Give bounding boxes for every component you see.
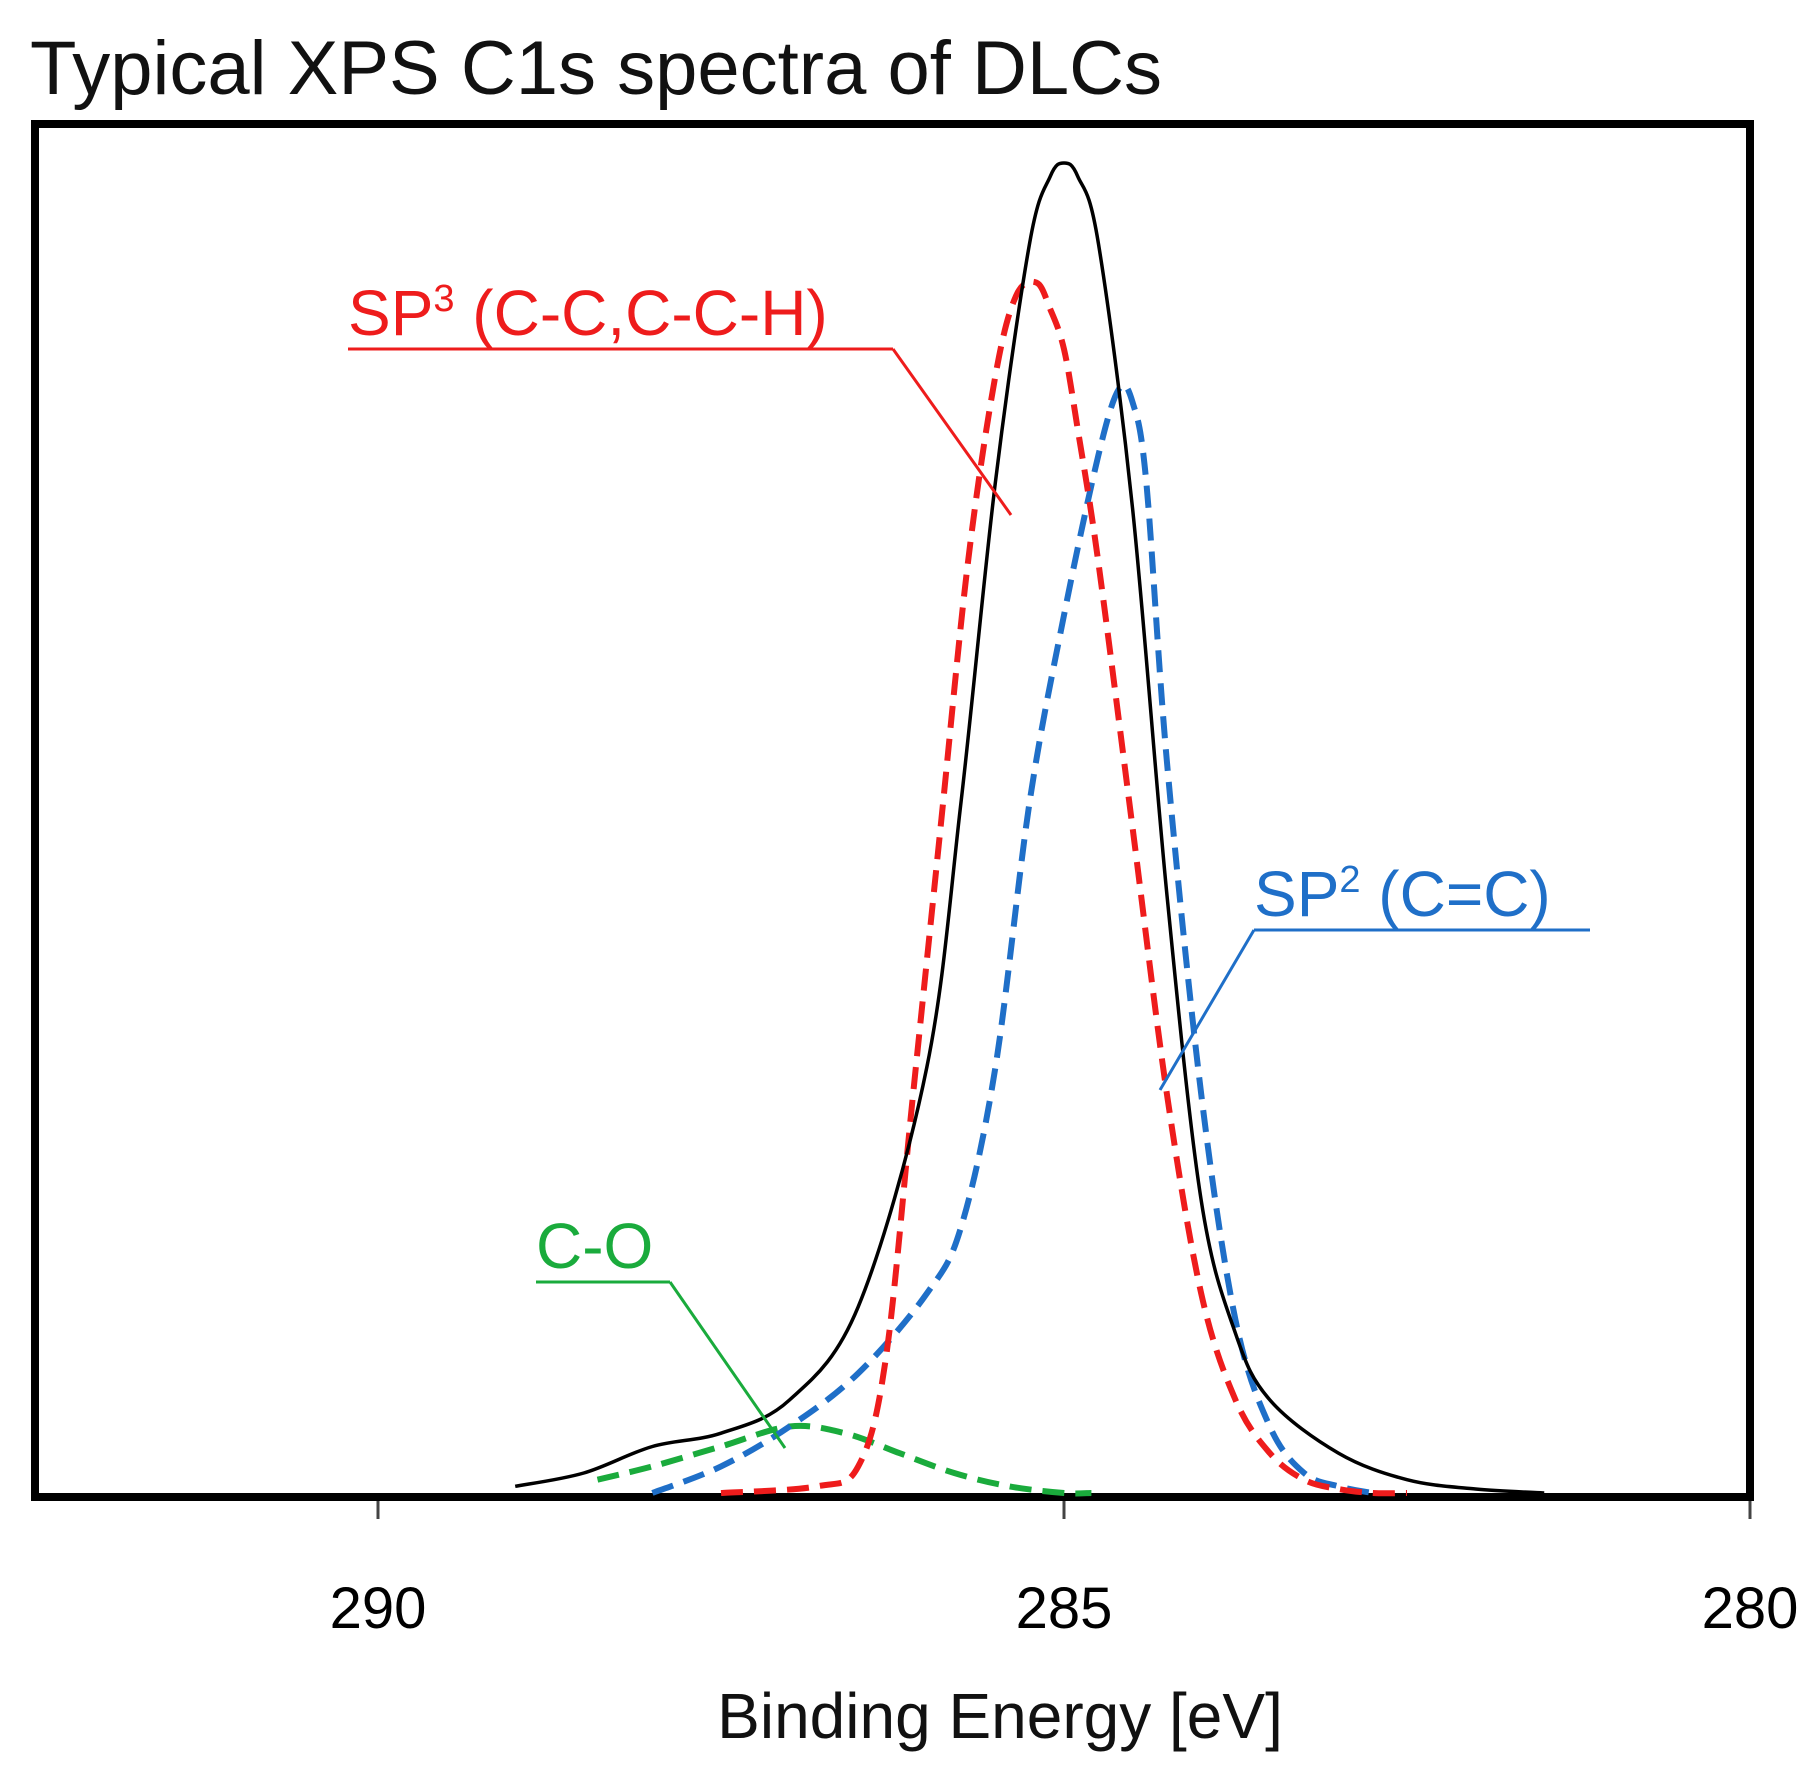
sp2-leader-line xyxy=(1158,929,1256,1091)
x-axis-label: Binding Energy [eV] xyxy=(717,1680,1283,1752)
x-axis: 290 285 280 xyxy=(330,1501,1799,1641)
co-leader-line xyxy=(668,1281,787,1449)
x-tick-label: 290 xyxy=(330,1576,427,1641)
sp3-leader-line xyxy=(891,348,1013,516)
plot-frame xyxy=(31,120,1754,1501)
total-envelope-line xyxy=(514,161,1545,1495)
x-tick-label: 285 xyxy=(1016,1576,1113,1641)
sp2-component-line xyxy=(651,382,1374,1496)
co-label: C-O xyxy=(536,1210,653,1282)
plot-series xyxy=(514,161,1545,1497)
chart-title: Typical XPS C1s spectra of DLCs xyxy=(30,26,1162,111)
x-tick-label: 280 xyxy=(1702,1576,1799,1641)
sp2-label: SP2 (C=C) xyxy=(1254,858,1551,930)
series-annotations: SP3 (C-C,C-C-H) SP2 (C=C) C-O xyxy=(348,277,1590,1449)
co-component-line xyxy=(596,1422,1092,1497)
sp3-label: SP3 (C-C,C-C-H) xyxy=(348,277,828,349)
